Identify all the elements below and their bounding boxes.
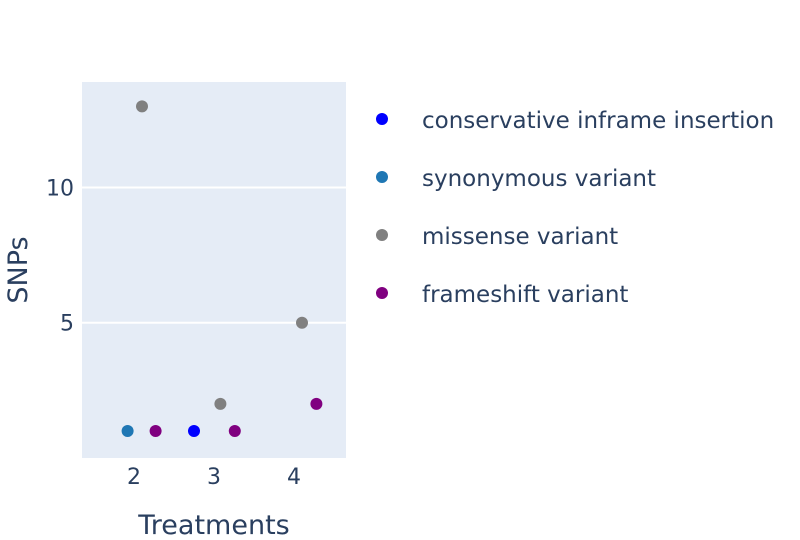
data-point <box>188 424 200 437</box>
legend-label: synonymous variant <box>422 166 656 192</box>
legend-item: missense variant <box>376 224 618 250</box>
data-point <box>121 424 134 437</box>
plot-background <box>82 82 346 458</box>
data-point <box>149 424 162 437</box>
legend-item: synonymous variant <box>376 166 656 192</box>
legend-item: conservative inframe insertion <box>376 108 774 134</box>
x-axis-title: Treatments <box>137 510 289 540</box>
legend-label: frameshift variant <box>422 282 628 308</box>
data-point <box>136 100 148 113</box>
data-points <box>121 100 323 437</box>
legend-label: conservative inframe insertion <box>422 108 774 134</box>
data-point <box>310 397 323 410</box>
legend-marker <box>376 113 388 125</box>
legend-marker <box>376 287 388 299</box>
data-point <box>228 424 241 437</box>
legend: conservative inframe insertion synonymous… <box>376 108 774 308</box>
y-axis-title: SNPs <box>3 236 34 303</box>
y-tick-label: 5 <box>60 312 74 337</box>
data-point <box>214 397 227 410</box>
x-tick-label: 2 <box>127 465 141 490</box>
x-tick-label: 3 <box>207 465 221 490</box>
y-tick-label: 10 <box>46 176 74 201</box>
data-point <box>296 316 308 329</box>
legend-marker <box>376 171 388 183</box>
legend-marker <box>376 229 388 241</box>
legend-item: frameshift variant <box>376 282 628 308</box>
x-tick-label: 4 <box>287 465 301 490</box>
legend-label: missense variant <box>422 224 618 250</box>
axis-ticks: 5 10 2 3 4 <box>46 176 301 490</box>
